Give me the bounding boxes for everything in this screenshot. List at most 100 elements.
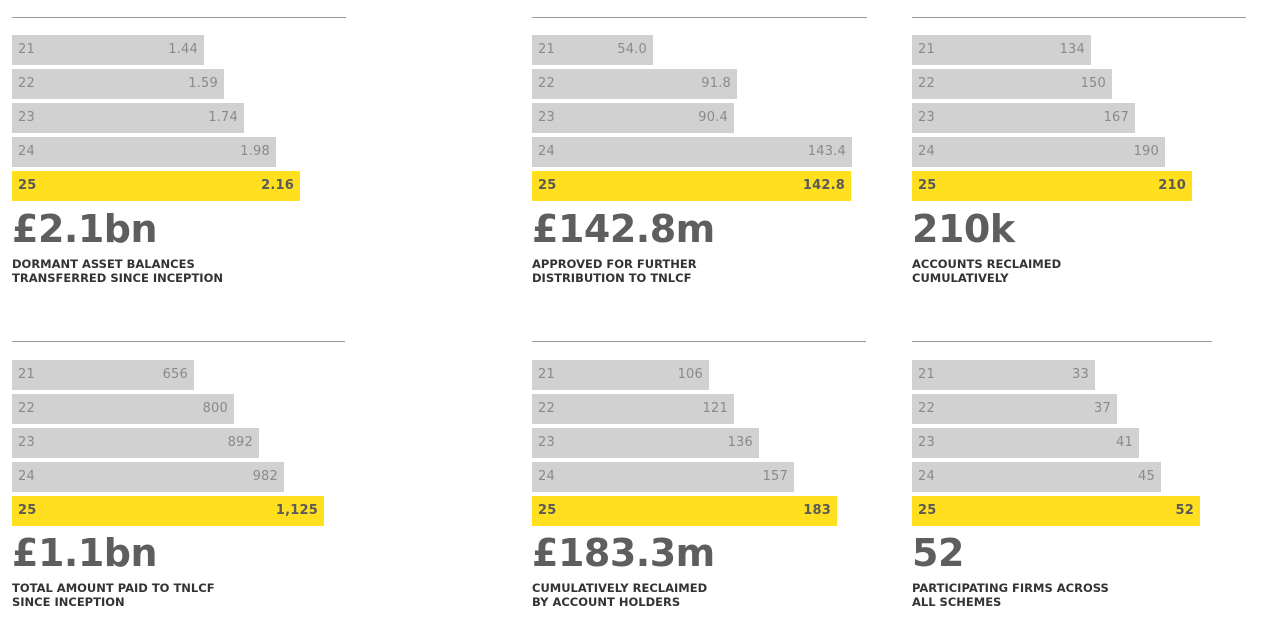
bar-category-label: 25 [18,503,37,518]
bar-value-label: 183 [803,503,831,518]
bar-value-label: 157 [762,469,788,484]
bar-category-label: 24 [18,144,35,159]
bar-group: 21 1.44 22 1.59 23 1.74 24 1.98 25 2.16 [12,35,372,235]
bar: 22 1.59 [12,69,224,99]
bar-category-label: 21 [18,367,35,382]
bar-category-label: 25 [538,503,557,518]
bar-category-label: 24 [918,144,935,159]
bar-group: 21 106 22 121 23 136 24 157 25 183 [532,360,892,560]
bar: 23 136 [532,428,759,458]
bar: 22 800 [12,394,234,424]
bar-value-label: 136 [727,435,753,450]
bar-value-label: 656 [162,367,188,382]
bar-value-label: 1,125 [275,503,318,518]
bar-category-label: 25 [538,178,557,193]
panel-divider [532,17,867,18]
bar-category-label: 24 [538,144,555,159]
bar-category-label: 22 [918,401,935,416]
bar-category-label: 23 [18,110,35,125]
bar-value-label: 1.98 [240,144,270,159]
caption-line: BY ACCOUNT HOLDERS [532,595,681,609]
caption: DORMANT ASSET BALANCES TRANSFERRED SINCE… [12,257,352,285]
bar: 21 54.0 [532,35,653,65]
headline-figure: £183.3m [532,531,715,575]
caption: ACCOUNTS RECLAIMED CUMULATIVELY [912,257,1252,285]
bar-category-label: 23 [538,435,555,450]
bar-group: 21 656 22 800 23 892 24 982 25 1,125 [12,360,372,560]
bar: 24 190 [912,137,1165,167]
bar-category-label: 22 [18,401,35,416]
bar: 23 90.4 [532,103,734,133]
caption: TOTAL AMOUNT PAID TO TNLCF SINCE INCEPTI… [12,581,352,609]
panel-divider [12,17,346,18]
bar-value-label: 37 [1094,401,1111,416]
bar-value-label: 143.4 [807,144,846,159]
bar-value-label: 134 [1059,42,1085,57]
bar-category-label: 22 [538,76,555,91]
panel-divider [12,341,345,342]
bar-category-label: 22 [538,401,555,416]
bar: 21 106 [532,360,709,390]
bar-value-label: 800 [202,401,228,416]
bar-value-label: 1.59 [188,76,218,91]
bar: 22 37 [912,394,1117,424]
bar: 23 892 [12,428,259,458]
caption-line: ACCOUNTS RECLAIMED [912,257,1062,271]
bar-category-label: 21 [18,42,35,57]
bar-highlight: 25 142.8 [532,171,851,201]
panel-divider [912,341,1212,342]
headline-figure: £142.8m [532,207,715,251]
bar-value-label: 106 [677,367,703,382]
bar-category-label: 23 [18,435,35,450]
caption: PARTICIPATING FIRMS ACROSS ALL SCHEMES [912,581,1252,609]
bar: 23 1.74 [12,103,244,133]
headline-figure: £2.1bn [12,207,158,251]
bar-value-label: 210 [1158,178,1186,193]
bar-category-label: 24 [538,469,555,484]
panel-divider [532,341,866,342]
bar: 21 33 [912,360,1095,390]
bar: 24 982 [12,462,284,492]
bar-highlight: 25 1,125 [12,496,324,526]
bar-value-label: 52 [1175,503,1194,518]
bar-category-label: 24 [918,469,935,484]
bar: 22 121 [532,394,734,424]
bar-value-label: 33 [1072,367,1089,382]
bar-highlight: 25 183 [532,496,837,526]
bar-value-label: 892 [227,435,253,450]
bar: 21 134 [912,35,1091,65]
bar-value-label: 2.16 [261,178,294,193]
bar-value-label: 90.4 [698,110,728,125]
bar: 22 91.8 [532,69,737,99]
bar: 23 167 [912,103,1135,133]
caption: CUMULATIVELY RECLAIMED BY ACCOUNT HOLDER… [532,581,872,609]
caption-line: ALL SCHEMES [912,595,1002,609]
caption-line: SINCE INCEPTION [12,595,125,609]
bar: 24 1.98 [12,137,276,167]
caption-line: DISTRIBUTION TO TNLCF [532,271,692,285]
bar-category-label: 21 [538,42,555,57]
caption-line: TRANSFERRED SINCE INCEPTION [12,271,223,285]
bar-category-label: 24 [18,469,35,484]
bar-highlight: 25 210 [912,171,1192,201]
bar-value-label: 142.8 [802,178,845,193]
headline-figure: 210k [912,207,1015,251]
caption-line: CUMULATIVELY RECLAIMED [532,581,708,595]
bar-value-label: 1.44 [168,42,198,57]
bar-category-label: 21 [538,367,555,382]
headline-figure: 52 [912,531,964,575]
bar: 21 1.44 [12,35,204,65]
bar-category-label: 22 [918,76,935,91]
bar-value-label: 45 [1138,469,1155,484]
bar-value-label: 121 [702,401,728,416]
bar-group: 21 134 22 150 23 167 24 190 25 210 [912,35,1264,235]
bar: 21 656 [12,360,194,390]
bar-highlight: 25 2.16 [12,171,300,201]
headline-figure: £1.1bn [12,531,158,575]
bar-value-label: 167 [1103,110,1129,125]
caption-line: DORMANT ASSET BALANCES [12,257,195,271]
bar-value-label: 91.8 [701,76,731,91]
bar-group: 21 54.0 22 91.8 23 90.4 24 143.4 25 142.8 [532,35,892,235]
bar: 24 157 [532,462,794,492]
panel-divider [912,17,1246,18]
